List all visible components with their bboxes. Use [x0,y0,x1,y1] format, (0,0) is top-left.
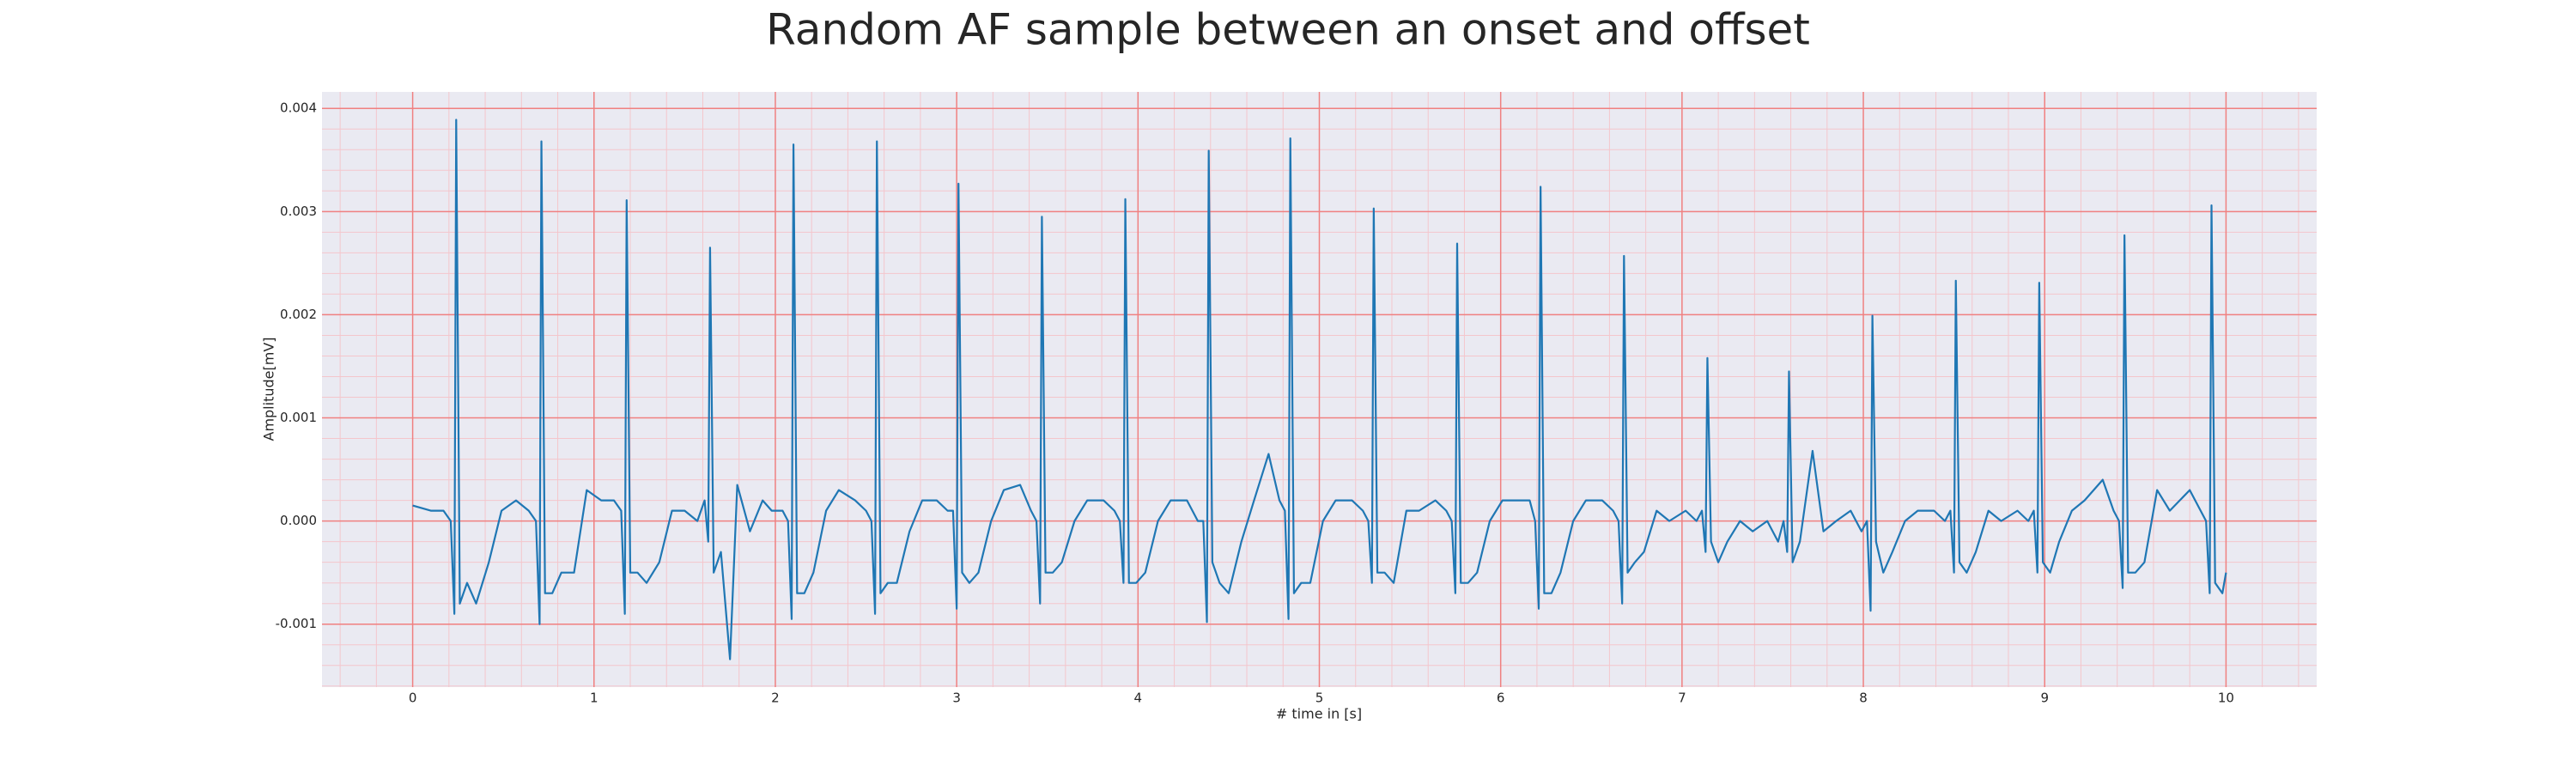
signal-line [412,119,2227,660]
y-tick-label: -0.001 [276,616,317,631]
x-tick-label: 5 [1315,691,1324,706]
x-tick-label: 4 [1134,691,1143,706]
x-tick-label: 0 [409,691,417,706]
y-tick-label: 0.001 [280,410,317,425]
x-tick-label: 9 [2040,691,2049,706]
x-tick-label: 1 [590,691,598,706]
x-tick-label: 6 [1497,691,1505,706]
chart-title: Random AF sample between an onset and of… [766,5,1810,55]
x-tick-label: 7 [1678,691,1686,706]
y-tick-label: 0.004 [280,100,317,116]
x-tick-label: 8 [1859,691,1868,706]
y-tick-label: 0.000 [280,513,317,528]
y-tick-label: 0.002 [280,307,317,322]
y-axis-label: Amplitude[mV] [261,337,277,441]
x-tick-label: 2 [771,691,780,706]
x-axis-label: # time in [s] [1276,706,1362,722]
y-tick-label: 0.003 [280,204,317,219]
x-tick-label: 3 [952,691,961,706]
x-tick-label: 10 [2218,691,2234,706]
